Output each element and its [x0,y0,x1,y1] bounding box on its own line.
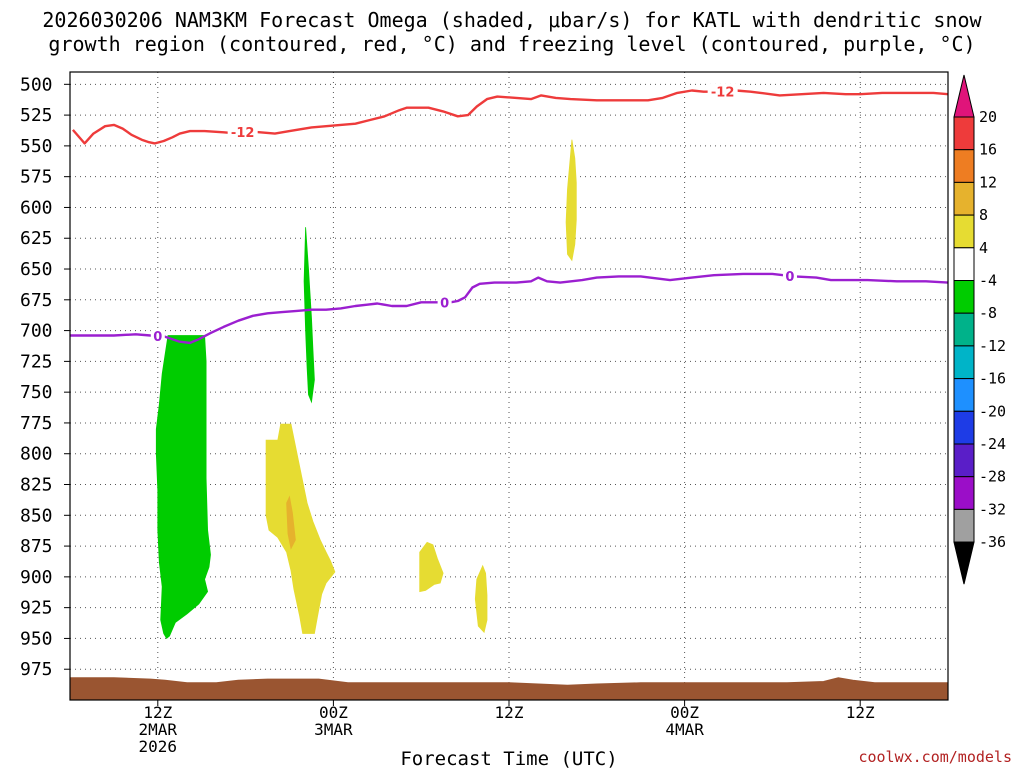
contours: -12 -12 0 0 0 [70,83,948,345]
contour-label: -12 [231,126,255,141]
x-tick-label: 3MAR [314,720,353,739]
x-tick-label: 00Z [670,703,699,722]
colorbar-tick-label: -24 [979,435,1006,453]
colorbar-segment [953,214,975,249]
y-tick-label: 750 [20,382,53,403]
colorbar-segment [953,247,975,282]
y-tick-label: 850 [20,505,53,526]
colorbar-segment [953,312,975,347]
x-tick-label: 2026 [139,737,178,756]
y-tick-label: 875 [20,536,53,557]
omega-region [419,541,444,593]
colorbar-tick-label: -28 [979,468,1006,486]
colorbar-tick-label: -8 [979,304,997,322]
contour-label-bg [707,83,738,100]
contour-label-bg [437,294,452,311]
colorbar-tick-label: 4 [979,239,988,257]
colorbar-segment [953,410,975,445]
x-tick-label: 12Z [143,703,172,722]
contour-label: 0 [785,270,794,285]
y-tick-label: 825 [20,475,53,496]
colorbar-segment [953,181,975,216]
colorbar-segment [953,345,975,380]
y-tick-label: 500 [20,74,53,95]
colorbar-segment [953,378,975,412]
y-tick-label: 675 [20,290,53,311]
colorbar-segment [953,476,975,510]
y-tick-label: 575 [20,167,53,188]
contour-label: 0 [153,330,162,345]
contour-label-bg [782,267,797,284]
colorbar-tick-label: -12 [979,337,1006,355]
contour-label-bg [150,328,165,345]
terrain [70,677,948,700]
colorbar-tick-label: 20 [979,108,997,126]
x-tick-label: 4MAR [665,720,704,739]
colorbar-segment [953,280,975,314]
colorbar-top-triangle [953,74,975,118]
y-tick-label: 700 [20,321,53,342]
colorbar-tick-label: -32 [979,500,1006,518]
y-tick-label: 725 [20,351,53,372]
colorbar-tick-label: 12 [979,173,997,191]
chart-title-line1: 2026030206 NAM3KM Forecast Omega (shaded… [42,8,982,32]
x-tick-label: 12Z [495,703,524,722]
colorbar-segment [953,443,975,478]
y-tick-label: 550 [20,136,53,157]
colorbar-tick-label: -16 [979,370,1006,388]
colorbar-segment [953,508,975,543]
omega-region [286,495,296,550]
y-tick-label: 900 [20,567,53,588]
colorbar-bottom-triangle [953,541,975,585]
contour-line [71,89,948,145]
omega-region [565,139,577,262]
colorbar-tick-label: -20 [979,402,1006,420]
omega-region [155,335,211,640]
x-tick-label: 12Z [846,703,875,722]
colorbar-segment [953,149,975,183]
contour-line [70,272,948,345]
y-tick-label: 600 [20,197,53,218]
x-axis-label: Forecast Time (UTC) [400,748,617,768]
colorbar-tick-label: -36 [979,533,1006,551]
y-tick-label: 775 [20,413,53,434]
omega-region [303,227,315,404]
y-axis: 500 525 550 575 600 625 650 675 700 725 750 775 800 8… [20,74,70,680]
x-tick-label: 00Z [319,703,348,722]
y-tick-label: 625 [20,228,53,249]
colorbar-segment [953,116,975,151]
y-tick-label: 975 [20,659,53,680]
contour-label: -12 [711,86,735,101]
chart-title-line2: growth region (contoured, red, °C) and f… [48,32,975,56]
y-tick-label: 650 [20,259,53,280]
credit-text: coolwx.com/models [858,748,1012,766]
colorbar-tick-label: 8 [979,206,988,224]
y-tick-label: 950 [20,628,53,649]
colorbar: 20 16 12 8 4 -4 -8 -12 -16 -20 -24 -28 -32 -36 [953,74,1006,585]
y-tick-label: 525 [20,105,53,126]
contour-label-bg [227,124,258,141]
omega-region [265,423,336,634]
y-tick-label: 925 [20,598,53,619]
omega-shading [155,139,577,640]
omega-region [474,564,488,634]
x-tick-label: 2MAR [139,720,178,739]
contour-label: 0 [440,296,449,311]
colorbar-tick-label: -4 [979,272,997,290]
colorbar-tick-label: 16 [979,141,997,159]
y-tick-label: 800 [20,444,53,465]
terrain-fill [70,677,948,700]
